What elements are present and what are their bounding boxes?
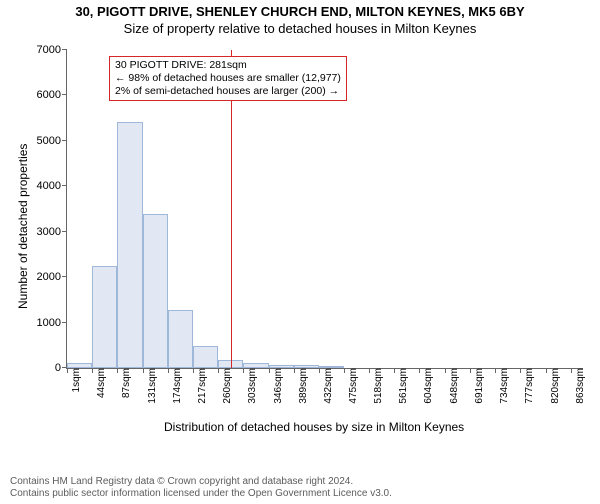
yaxis-title: Number of detached properties (16, 144, 30, 309)
histogram-bar (319, 366, 344, 368)
histogram-bar (294, 365, 319, 368)
histogram-bar (117, 122, 143, 368)
annotation-line: 2% of semi-detached houses are larger (2… (115, 85, 341, 98)
xtick-label: 863sqm (571, 368, 586, 404)
annotation-line: 30 PIGOTT DRIVE: 281sqm (115, 59, 341, 72)
histogram-bar (269, 365, 294, 368)
ytick-label: 3000 (37, 226, 67, 238)
ytick-label: 0 (55, 362, 67, 374)
histogram-bar (92, 266, 117, 368)
annotation-line: ← 98% of detached houses are smaller (12… (115, 72, 341, 85)
xtick-label: 131sqm (143, 368, 158, 404)
xtick-label: 260sqm (218, 368, 233, 404)
xtick-label: 44sqm (92, 368, 107, 398)
histogram-bar (168, 310, 193, 368)
ytick-label: 7000 (37, 44, 67, 56)
title-sub: Size of property relative to detached ho… (0, 21, 600, 36)
xtick-label: 475sqm (344, 368, 359, 404)
xtick-label: 174sqm (168, 368, 183, 404)
xtick-label: 389sqm (294, 368, 309, 404)
histogram-bar (193, 346, 218, 368)
xtick-label: 561sqm (394, 368, 409, 404)
histogram-bar (143, 214, 168, 368)
xtick-label: 604sqm (419, 368, 434, 404)
footer-line-1: Contains HM Land Registry data © Crown c… (10, 476, 392, 488)
footer: Contains HM Land Registry data © Crown c… (10, 476, 392, 500)
xtick-label: 820sqm (546, 368, 561, 404)
xtick-label: 1sqm (67, 368, 82, 392)
xtick-label: 691sqm (470, 368, 485, 404)
xtick-label: 87sqm (117, 368, 132, 398)
title-main: 30, PIGOTT DRIVE, SHENLEY CHURCH END, MI… (0, 4, 600, 19)
xtick-label: 777sqm (520, 368, 535, 404)
xtick-label: 303sqm (243, 368, 258, 404)
ytick-label: 4000 (37, 180, 67, 192)
ytick-label: 5000 (37, 135, 67, 147)
chart: 0 1000 2000 3000 4000 5000 6000 7000 1sqm 44sqm 87… (0, 42, 600, 442)
xtick-label: 346sqm (269, 368, 284, 404)
histogram-bar (67, 363, 92, 368)
histogram-bar (243, 363, 268, 368)
plot-area: 010002000300040005000600070001sqm44sqm87… (66, 50, 583, 369)
ytick-label: 6000 (37, 89, 67, 101)
xtick-label: 518sqm (369, 368, 384, 404)
footer-line-2: Contains public sector information licen… (10, 488, 392, 500)
ytick-label: 2000 (37, 271, 67, 283)
xtick-label: 648sqm (445, 368, 460, 404)
ytick-label: 1000 (37, 317, 67, 329)
annotation-box: 30 PIGOTT DRIVE: 281sqm← 98% of detached… (109, 56, 347, 101)
xtick-label: 734sqm (495, 368, 510, 404)
xtick-label: 432sqm (319, 368, 334, 404)
xtick-label: 217sqm (193, 368, 208, 404)
xaxis-title: Distribution of detached houses by size … (164, 420, 464, 434)
